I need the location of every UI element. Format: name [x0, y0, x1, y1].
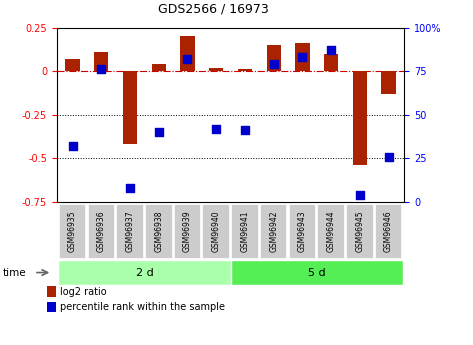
Text: 2 d: 2 d — [136, 268, 153, 277]
Point — [385, 154, 393, 159]
Bar — [289, 204, 316, 259]
Text: GSM96935: GSM96935 — [68, 210, 77, 252]
Text: GSM96940: GSM96940 — [212, 210, 221, 252]
Bar — [47, 286, 56, 297]
Point — [212, 126, 220, 131]
Text: GSM96944: GSM96944 — [327, 210, 336, 252]
Bar — [295, 43, 310, 71]
Point — [356, 192, 364, 198]
Text: percentile rank within the sample: percentile rank within the sample — [60, 302, 225, 312]
Text: GSM96943: GSM96943 — [298, 210, 307, 252]
Bar — [324, 54, 338, 71]
Point — [126, 185, 134, 191]
Bar — [209, 68, 223, 71]
Bar — [260, 204, 288, 259]
Point — [298, 55, 306, 60]
Point — [327, 48, 335, 53]
Point — [184, 56, 191, 62]
Point — [241, 128, 249, 133]
Bar — [180, 36, 195, 71]
Bar — [94, 52, 108, 71]
Point — [270, 61, 278, 67]
Bar — [230, 260, 403, 285]
Point — [155, 129, 163, 135]
Text: GSM96939: GSM96939 — [183, 210, 192, 252]
Text: GSM96937: GSM96937 — [125, 210, 134, 252]
Bar — [174, 204, 201, 259]
Text: log2 ratio: log2 ratio — [60, 287, 107, 297]
Bar — [317, 204, 345, 259]
Text: GSM96942: GSM96942 — [269, 210, 278, 252]
Bar — [88, 204, 115, 259]
Text: 5 d: 5 d — [308, 268, 325, 277]
Bar — [346, 204, 374, 259]
Bar — [58, 260, 230, 285]
Bar — [353, 71, 367, 165]
Text: GSM96936: GSM96936 — [97, 210, 106, 252]
Text: time: time — [2, 268, 26, 277]
Bar — [116, 204, 144, 259]
Bar — [381, 71, 396, 94]
Bar — [238, 69, 252, 71]
Bar — [123, 71, 137, 144]
Bar — [202, 204, 230, 259]
Text: GSM96941: GSM96941 — [240, 210, 249, 252]
Bar — [65, 59, 80, 71]
Bar — [266, 45, 281, 71]
Point — [69, 143, 76, 149]
Text: GSM96946: GSM96946 — [384, 210, 393, 252]
Bar — [375, 204, 403, 259]
Text: GDS2566 / 16973: GDS2566 / 16973 — [158, 2, 269, 16]
Text: GSM96938: GSM96938 — [154, 210, 163, 252]
Bar — [59, 204, 87, 259]
Point — [97, 67, 105, 72]
Bar — [151, 64, 166, 71]
Bar — [47, 302, 56, 313]
Bar — [145, 204, 173, 259]
Text: GSM96945: GSM96945 — [355, 210, 364, 252]
Bar — [231, 204, 259, 259]
